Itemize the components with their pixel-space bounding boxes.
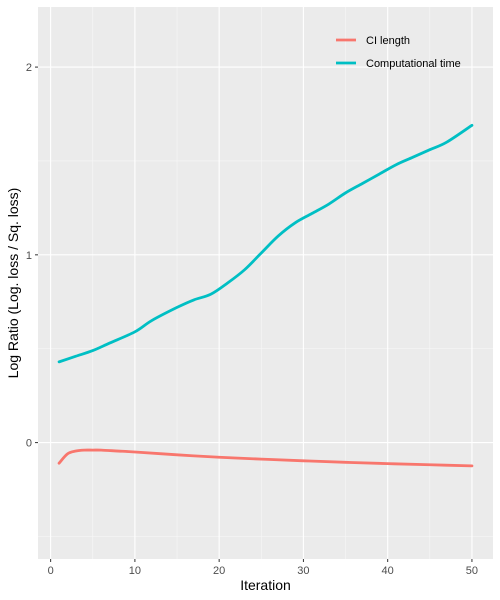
x-tick-label: 20 [213,565,225,577]
x-tick-label: 0 [48,565,54,577]
legend-label-computational-time: Computational time [366,58,461,70]
y-tick-label: 2 [26,62,32,74]
x-tick-label: 10 [129,565,141,577]
series-line-ci-length [57,448,474,468]
legend: CI length Computational time [336,35,461,70]
x-tick-label: 40 [382,565,394,577]
x-axis-title: Iteration [240,577,291,593]
y-axis-title: Log Ratio (Log. loss / Sq. loss) [5,188,21,379]
series-lines [57,123,474,468]
legend-label-ci-length: CI length [366,35,410,47]
series-line-computational-time [57,123,474,364]
y-tick-label: 0 [26,438,32,450]
axes: 0 10 20 30 40 50 0 1 2 [26,62,478,577]
plot-panel [38,7,493,559]
x-tick-label: 30 [297,565,309,577]
y-tick-label: 1 [26,250,32,262]
x-tick-label: 50 [466,565,478,577]
